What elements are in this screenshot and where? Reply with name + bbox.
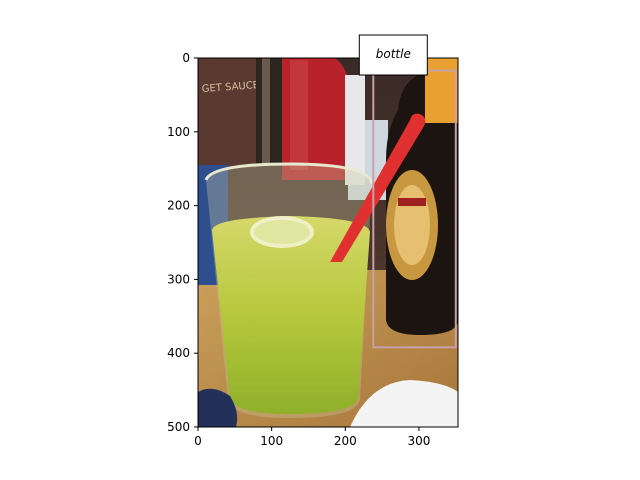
y-tick-label: 500 — [167, 420, 190, 434]
y-tick-label: 400 — [167, 346, 190, 360]
axes-frame — [197, 57, 459, 428]
sauce-jar — [198, 58, 256, 168]
napkin — [350, 380, 458, 427]
x-tick-label: 0 — [194, 434, 202, 448]
y-tick-label: 300 — [167, 272, 190, 286]
beer-bottle — [386, 58, 458, 335]
x-tick-label: 200 — [334, 434, 357, 448]
bbox-label: bottle — [376, 47, 411, 61]
y-tick-label: 200 — [167, 199, 190, 213]
y-axis: 0 100 200 300 400 500 — [167, 51, 198, 434]
jar-label-art: GET SAUCE — [201, 80, 259, 95]
red-straw — [330, 113, 426, 262]
blue-cloth — [198, 388, 238, 427]
x-tick-label: 100 — [260, 434, 283, 448]
y-tick-label: 100 — [167, 125, 190, 139]
x-axis: 0 100 200 300 — [194, 427, 430, 448]
glass-with-green-drink — [204, 162, 374, 418]
bbox-label-box: bottle — [358, 34, 428, 76]
y-tick-label: 0 — [182, 51, 190, 65]
x-tick-label: 300 — [408, 434, 431, 448]
photo: GET SAUCE — [198, 58, 458, 427]
